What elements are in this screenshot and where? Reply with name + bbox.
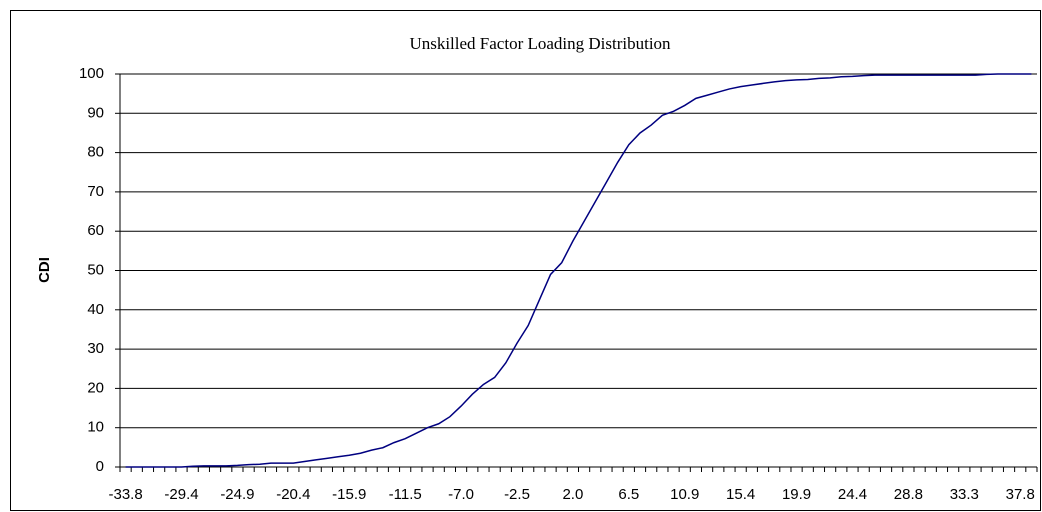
y-tick-label: 70: [87, 183, 104, 200]
x-tick-label: -7.0: [448, 486, 474, 503]
x-tick-label: 10.9: [670, 486, 699, 503]
x-tick-label: -24.9: [220, 486, 254, 503]
x-tick-label: 6.5: [618, 486, 639, 503]
y-tick-label: 60: [87, 222, 104, 239]
x-tick-label: 28.8: [894, 486, 923, 503]
x-tick-label: 15.4: [726, 486, 755, 503]
x-tick-label: -15.9: [332, 486, 366, 503]
y-tick-label: 40: [87, 301, 104, 318]
x-tick-label: -2.5: [504, 486, 530, 503]
y-tick-label: 0: [96, 458, 104, 475]
x-tick-label: 37.8: [1006, 486, 1035, 503]
data-line: [125, 73, 1032, 468]
y-tick-label: 80: [87, 144, 104, 161]
y-tick-label: 20: [87, 379, 104, 396]
x-tick-label: 2.0: [562, 486, 583, 503]
x-tick-label: 24.4: [838, 486, 867, 503]
y-tick-label: 100: [79, 65, 104, 82]
chart-title: Unskilled Factor Loading Distribution: [409, 34, 671, 53]
y-tick-label: 30: [87, 340, 104, 357]
x-tick-label: 33.3: [950, 486, 979, 503]
x-tick-label: -33.8: [108, 486, 142, 503]
x-tick-label: -29.4: [164, 486, 198, 503]
y-tick-label: 50: [87, 261, 104, 278]
y-tick-label: 10: [87, 419, 104, 436]
x-tick-label: 19.9: [782, 486, 811, 503]
chart-border: [10, 10, 1041, 511]
y-axis-label: CDI: [36, 257, 53, 283]
y-tick-label: 90: [87, 104, 104, 121]
x-tick-label: -20.4: [276, 486, 310, 503]
x-tick-label: -11.5: [389, 486, 422, 503]
